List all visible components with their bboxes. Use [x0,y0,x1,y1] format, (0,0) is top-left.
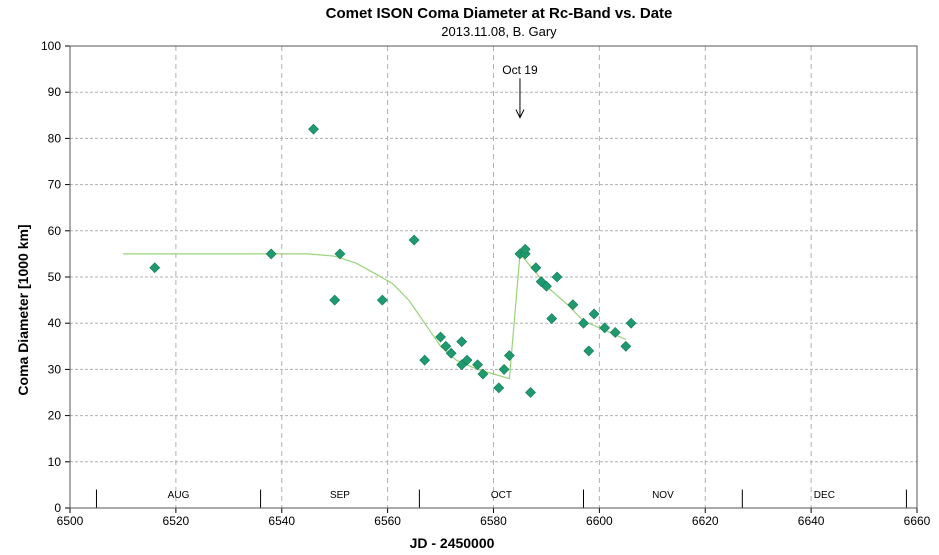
data-point [625,317,637,329]
data-point [493,382,505,394]
x-tick-label: 6500 [57,514,84,528]
annotations: Oct 19 [502,63,538,119]
x-tick-label: 6560 [374,514,401,528]
data-point [546,313,558,325]
data-point [588,308,600,320]
x-tick-label: 6520 [163,514,190,528]
data-point [551,271,563,283]
data-points [149,123,637,398]
month-label: NOV [652,490,674,501]
data-point [498,363,510,375]
data-point [519,243,531,255]
data-point [440,340,452,352]
month-label: OCT [491,490,512,501]
data-point [541,280,552,292]
plot-border [69,45,918,509]
grid [70,45,918,508]
data-point [334,248,346,260]
x-tick-label: 6620 [692,514,719,528]
data-point [456,336,468,348]
axes: 0 10 20 30 40 50 60 70 80 90 100 6500 6520 6540 6560 65… [41,39,931,528]
month-band: AUG SEP OCT NOV DEC [95,489,907,508]
y-tick-label: 20 [48,409,62,423]
month-label: AUG [168,490,190,501]
month-label: DEC [814,490,835,501]
data-point [408,234,420,246]
data-point [265,248,277,260]
data-point [620,340,632,352]
data-point [583,345,595,357]
data-point [503,350,515,361]
data-point [477,368,489,380]
data-point [530,262,542,274]
chart-subtitle: 2013.11.08, B. Gary [441,24,557,39]
x-axis-label: JD - 2450000 [410,535,495,551]
y-tick-label: 10 [48,455,62,469]
data-point [525,387,536,398]
data-point [599,322,611,334]
annotation-arrow-head [515,109,525,119]
y-axis-label: Coma Diameter [1000 km] [15,224,31,395]
data-point [329,294,341,306]
y-tick-label: 50 [48,270,62,284]
data-point [376,294,388,306]
x-tick-label: 6640 [798,514,825,528]
data-point [472,359,484,371]
y-tick-label: 40 [48,316,62,330]
data-point [461,354,473,366]
y-tick-label: 100 [41,39,61,53]
y-tick-label: 0 [54,501,61,515]
data-point [435,331,446,343]
data-point [445,347,457,359]
data-point [567,299,579,311]
data-point [419,354,431,366]
data-point [149,262,161,274]
x-tick-label: 6580 [480,514,507,528]
y-tick-label: 80 [48,131,62,145]
y-tick-label: 90 [48,85,62,99]
x-tick-label: 6660 [904,514,931,528]
chart-title: Comet ISON Coma Diameter at Rc-Band vs. … [326,5,673,22]
y-tick-label: 60 [48,224,62,238]
data-point [578,317,589,329]
y-tick-label: 30 [48,362,62,376]
x-tick-label: 6600 [586,514,613,528]
x-tick-label: 6540 [268,514,295,528]
data-point [609,327,621,338]
month-label: SEP [330,490,350,501]
data-point [308,123,319,135]
y-tick-label: 70 [48,178,62,192]
annotation-text: Oct 19 [502,63,538,77]
